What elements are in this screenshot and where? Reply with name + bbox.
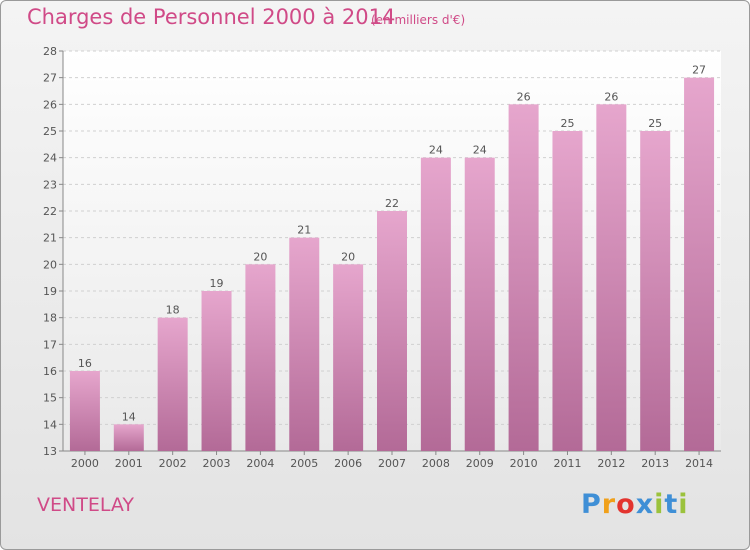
bar (684, 77, 715, 452)
y-tick-label: 24 (43, 152, 57, 165)
bar (245, 264, 276, 451)
commune-name: VENTELAY (37, 494, 134, 516)
bar (508, 104, 539, 451)
x-tick-label: 2009 (466, 457, 494, 470)
bar (596, 104, 627, 451)
logo-letter: P (581, 489, 602, 520)
data-label: 25 (648, 117, 662, 130)
chart-title: Charges de Personnel 2000 à 2014 (27, 5, 396, 29)
x-tick-label: 2001 (115, 457, 143, 470)
bar (113, 424, 144, 451)
data-label: 20 (253, 250, 267, 263)
logo-letter: i (678, 489, 689, 520)
logo-letter: r (601, 489, 617, 520)
data-label: 26 (604, 90, 618, 103)
x-tick-label: 2011 (553, 457, 581, 470)
data-label: 19 (210, 277, 224, 290)
chart-subtitle: (en milliers d'€) (371, 13, 466, 27)
x-tick-label: 2012 (597, 457, 625, 470)
logo-letter: i (654, 489, 665, 520)
bar (420, 157, 451, 451)
x-tick-label: 2002 (159, 457, 187, 470)
data-label: 21 (297, 224, 311, 237)
data-label: 18 (166, 304, 180, 317)
x-tick-label: 2008 (422, 457, 450, 470)
logo-letter: o (616, 489, 636, 520)
y-tick-label: 16 (43, 365, 57, 378)
y-tick-label: 13 (43, 445, 57, 458)
data-label: 25 (560, 117, 574, 130)
y-tick-label: 20 (43, 258, 57, 271)
x-tick-label: 2006 (334, 457, 362, 470)
data-label: 27 (692, 64, 706, 77)
x-tick-label: 2003 (203, 457, 231, 470)
data-label: 16 (78, 357, 92, 370)
y-tick-label: 21 (43, 232, 57, 245)
logo-letter: t (664, 489, 679, 520)
data-label: 22 (385, 197, 399, 210)
data-label: 14 (122, 410, 136, 423)
bar (157, 317, 188, 451)
x-tick-label: 2010 (510, 457, 538, 470)
y-tick-label: 22 (43, 205, 57, 218)
bar (201, 291, 232, 451)
bar (552, 131, 583, 451)
bar (69, 371, 100, 451)
y-tick-label: 18 (43, 312, 57, 325)
y-tick-label: 23 (43, 178, 57, 191)
bar (464, 157, 495, 451)
data-label: 24 (473, 144, 487, 157)
x-tick-label: 2004 (246, 457, 274, 470)
y-tick-label: 27 (43, 72, 57, 85)
bar (377, 211, 407, 451)
bar (289, 237, 320, 451)
x-tick-label: 2005 (290, 457, 318, 470)
y-tick-label: 15 (43, 392, 57, 405)
y-tick-label: 26 (43, 98, 57, 111)
logo-letter: x (635, 489, 655, 520)
data-label: 20 (341, 250, 355, 263)
y-tick-label: 14 (43, 418, 57, 431)
x-tick-label: 2014 (685, 457, 713, 470)
y-tick-label: 28 (43, 45, 57, 58)
y-tick-label: 17 (43, 338, 57, 351)
y-tick-label: 25 (43, 125, 57, 138)
y-tick-label: 19 (43, 285, 57, 298)
x-tick-label: 2013 (641, 457, 669, 470)
bar (640, 131, 671, 451)
data-label: 24 (429, 144, 443, 157)
bar (333, 264, 364, 451)
data-label: 26 (517, 90, 531, 103)
proxiti-logo: Proxiti (581, 489, 689, 520)
x-tick-label: 2000 (71, 457, 99, 470)
x-tick-label: 2007 (378, 457, 406, 470)
